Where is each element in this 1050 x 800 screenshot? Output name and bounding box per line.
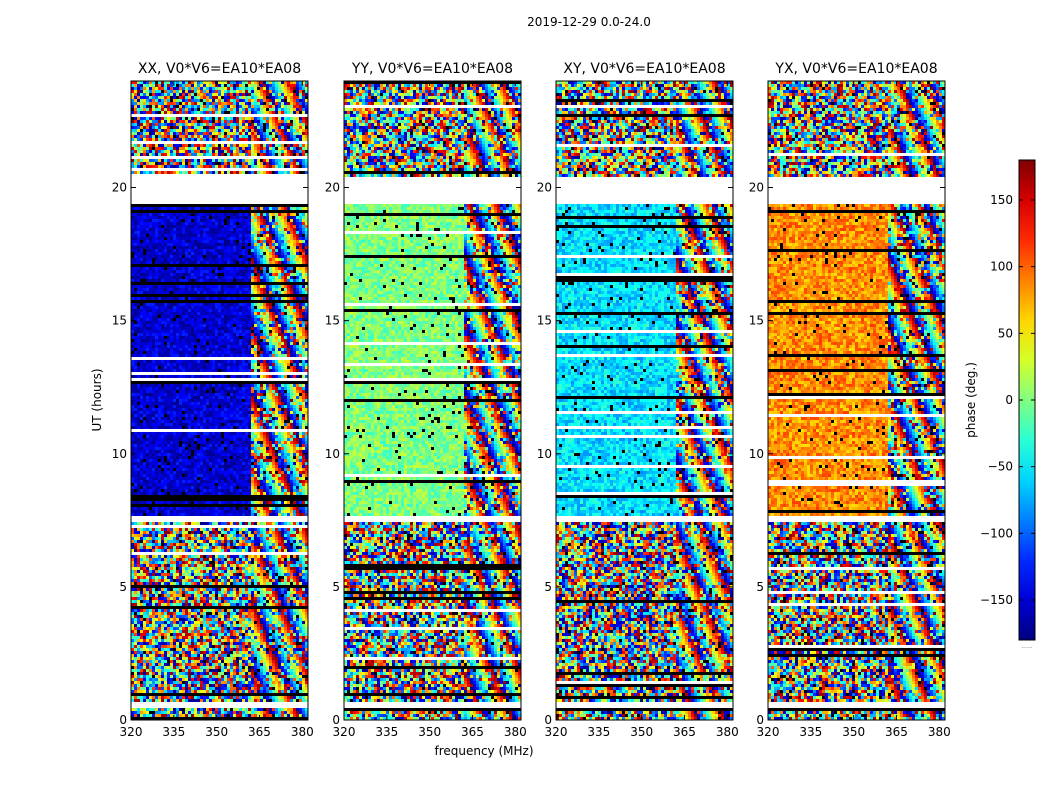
y-tick-label: 0: [332, 713, 340, 727]
phase-panel: YX, V0*V6=EA10*EA08 320 335 350 365 380 0 5 10 15…: [749, 61, 951, 739]
colorbar-tick-label: −100: [980, 526, 1013, 540]
x-tick-label: 380: [716, 725, 739, 739]
colorbar: −150 −100 −50 0 50 100 150 phase (deg.) ......: [964, 159, 1036, 650]
y-tick-label: 20: [325, 181, 340, 195]
y-tick-label: 0: [544, 713, 552, 727]
x-tick-label: 380: [928, 725, 951, 739]
colorbar-tick-label: 150: [990, 193, 1013, 207]
x-tick-label: 350: [842, 725, 865, 739]
x-tick-label: 365: [461, 725, 484, 739]
phase-heatmap: [768, 81, 945, 720]
panel-title: XY, V0*V6=EA10*EA08: [563, 61, 725, 77]
phase-panel: YY, V0*V6=EA10*EA08 320 335 350 365 380 0 5 10 15…: [325, 61, 527, 739]
x-tick-label: 365: [248, 725, 271, 739]
colorbar-ticks: −150 −100 −50 0 50 100 150: [980, 193, 1035, 607]
x-tick-label: 335: [162, 725, 185, 739]
y-tick-label: 10: [112, 447, 127, 461]
y-tick-label: 10: [749, 447, 764, 461]
y-tick-label: 20: [537, 181, 552, 195]
panel-title: XX, V0*V6=EA10*EA08: [138, 61, 301, 77]
y-tick-label: 10: [325, 447, 340, 461]
y-tick-label: 15: [537, 314, 552, 328]
phase-panel: XX, V0*V6=EA10*EA08 320 335 350 365 380 0 5 10 15…: [112, 61, 314, 739]
panel-frame: [555, 80, 734, 721]
x-tick-label: 335: [799, 725, 822, 739]
panel-title: YY, V0*V6=EA10*EA08: [351, 61, 513, 77]
phase-heatmap: [344, 81, 521, 720]
panel-frame: [130, 80, 309, 721]
x-tick-label: 335: [587, 725, 610, 739]
colorbar-tick-label: −150: [980, 593, 1013, 607]
x-tick-label: 320: [545, 725, 568, 739]
panel-title: YX, V0*V6=EA10*EA08: [774, 61, 937, 77]
figure-suptitle: 2019-12-29 0.0-24.0: [527, 15, 651, 29]
x-tick-label: 335: [375, 725, 398, 739]
y-tick-label: 5: [756, 580, 764, 594]
x-axis-label: frequency (MHz): [434, 744, 533, 758]
x-tick-label: 320: [757, 725, 780, 739]
x-tick-label: 350: [205, 725, 228, 739]
y-tick-label: 5: [119, 580, 127, 594]
y-tick-label: 15: [112, 314, 127, 328]
colorbar-label: phase (deg.): [964, 362, 978, 438]
y-tick-label: 15: [325, 314, 340, 328]
x-tick-label: 350: [418, 725, 441, 739]
panels-group: XX, V0*V6=EA10*EA08 320 335 350 365 380 0 5 10 15…: [112, 61, 951, 739]
x-tick-label: 350: [630, 725, 653, 739]
phase-panel: XY, V0*V6=EA10*EA08 320 335 350 365 380 0 5 10 15…: [537, 61, 739, 739]
y-tick-label: 10: [537, 447, 552, 461]
phase-heatmap: [556, 81, 733, 720]
x-tick-label: 380: [291, 725, 314, 739]
y-tick-label: 0: [119, 713, 127, 727]
y-axis-label: UT (hours): [90, 368, 104, 431]
x-tick-label: 365: [673, 725, 696, 739]
x-tick-label: 365: [885, 725, 908, 739]
y-tick-label: 0: [756, 713, 764, 727]
y-tick-label: 20: [749, 181, 764, 195]
panel-frame: [767, 80, 946, 721]
phase-heatmap: [131, 81, 308, 720]
panel-frame: [343, 80, 522, 721]
colorbar-bottom-label: ......: [1021, 643, 1033, 650]
colorbar-tick-label: 100: [990, 260, 1013, 274]
colorbar-tick-label: 0: [1005, 393, 1013, 407]
x-tick-label: 320: [120, 725, 143, 739]
y-tick-label: 20: [112, 181, 127, 195]
y-tick-label: 15: [749, 314, 764, 328]
x-tick-label: 320: [333, 725, 356, 739]
colorbar-tick-label: 50: [998, 326, 1013, 340]
x-tick-label: 380: [504, 725, 527, 739]
y-tick-label: 5: [332, 580, 340, 594]
y-tick-label: 5: [544, 580, 552, 594]
colorbar-tick-label: −50: [988, 460, 1013, 474]
